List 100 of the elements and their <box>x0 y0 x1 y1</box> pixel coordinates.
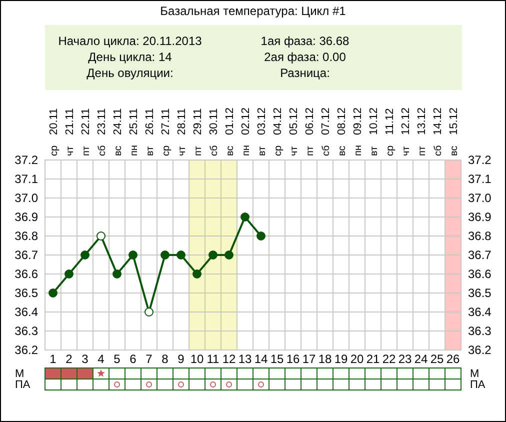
text: пт <box>417 146 428 156</box>
text: сб <box>433 145 444 156</box>
y2-tick-label: 37.0 <box>468 191 492 205</box>
point <box>128 250 138 260</box>
x-tick-label: 17 <box>302 352 316 366</box>
x-tick-label: 18 <box>318 352 332 366</box>
point <box>144 308 154 316</box>
text: пт <box>193 146 204 156</box>
x-tick-label: 23 <box>398 352 412 366</box>
x2-tick-label: 09.12 <box>352 107 364 135</box>
y2-tick-label: 36.2 <box>468 343 492 357</box>
category-label: ПА <box>470 379 486 391</box>
x-tick-label: 10 <box>190 352 204 366</box>
x2-tick-label: 02.12 <box>240 107 252 135</box>
x2-tick-label: 03.12 <box>256 107 268 135</box>
text: Начало цикла: 20.11.2013 <box>58 34 202 48</box>
point <box>64 270 74 278</box>
x2-tick-label: 30.11 <box>208 108 220 135</box>
text: чт <box>401 146 412 156</box>
x2-tick-label: 27.11 <box>160 108 172 135</box>
x2-tick-label: 01.12 <box>224 107 236 135</box>
text: ср <box>273 145 284 156</box>
x-tick-label: 15 <box>270 352 284 366</box>
y-tick-label: 36.5 <box>14 286 38 300</box>
text: чт <box>289 146 300 156</box>
text: ср <box>49 145 60 156</box>
text: сб <box>97 145 108 156</box>
x-tick-label: 20 <box>350 352 364 366</box>
x-tick-label: 21 <box>366 352 380 366</box>
text: чт <box>65 146 76 156</box>
x2-tick-label: 26.11 <box>144 108 156 135</box>
x2-tick-label: 05.12 <box>288 107 300 135</box>
y-tick-label: 37.0 <box>14 191 38 205</box>
text: 2ая фаза: 0.00 <box>264 50 346 64</box>
x-tick-label: 22 <box>382 352 396 366</box>
y-tick-label: 36.2 <box>14 343 38 357</box>
text: День цикла: 14 <box>88 50 172 64</box>
x2-tick-label: 04.12 <box>272 107 284 135</box>
y2-tick-label: 37.2 <box>468 153 492 167</box>
point <box>256 232 266 240</box>
y-tick-label: 36.7 <box>14 248 38 262</box>
y2-tick-label: 37.1 <box>468 172 492 186</box>
point <box>48 288 58 298</box>
x-tick-label: 4 <box>98 352 105 366</box>
x-tick-label: 12 <box>222 352 236 366</box>
text: пн <box>353 145 364 156</box>
y-tick-label: 37.1 <box>14 172 38 186</box>
text: пт <box>305 146 316 156</box>
y2-tick-label: 36.3 <box>468 324 492 338</box>
x2-tick-label: 25.11 <box>128 108 140 135</box>
x-tick-label: 16 <box>286 352 300 366</box>
point <box>208 250 218 260</box>
point <box>160 250 170 260</box>
text: ср <box>385 145 396 156</box>
text: вт <box>369 146 380 156</box>
x2-tick-label: 24.11 <box>112 108 124 135</box>
x2-tick-label: 13.12 <box>416 107 428 135</box>
x-tick-label: 8 <box>162 352 169 366</box>
text: вт <box>257 146 268 156</box>
y-tick-label: 36.3 <box>14 324 38 338</box>
point <box>96 232 106 240</box>
category-label: ПА <box>15 379 30 391</box>
x2-tick-label: 11.12 <box>384 108 396 135</box>
text: День овуляции: <box>86 66 174 80</box>
x-tick-label: 11 <box>206 352 220 366</box>
x-tick-label: 5 <box>114 352 121 366</box>
x-tick-label: 2 <box>66 352 73 366</box>
x2-tick-label: 21.11 <box>64 108 76 135</box>
x-tick-label: 24 <box>414 352 428 366</box>
x-tick-label: 6 <box>130 352 137 366</box>
text: пн <box>241 145 252 156</box>
x-tick-label: 1 <box>50 352 57 366</box>
x2-tick-label: 10.12 <box>368 107 380 135</box>
text: ср <box>161 145 172 156</box>
point <box>192 270 202 278</box>
x2-tick-label: 15.12 <box>448 107 460 135</box>
category-label: М <box>470 368 480 380</box>
y2-tick-label: 36.8 <box>468 229 492 243</box>
text: сб <box>321 145 332 156</box>
point <box>176 250 186 260</box>
x2-tick-label: 12.12 <box>400 107 412 135</box>
y2-tick-label: 36.9 <box>468 210 492 224</box>
category-label: М <box>15 368 24 380</box>
x-tick-label: 9 <box>178 352 185 366</box>
x-tick-label: 19 <box>334 352 348 366</box>
x-tick-label: 25 <box>430 352 444 366</box>
point <box>240 212 250 222</box>
x-tick-label: 14 <box>254 352 268 366</box>
text: 1ая фаза: 36.68 <box>260 34 350 48</box>
chart-title: Базальная температура: Цикл #1 <box>160 4 346 18</box>
text: вт <box>145 146 156 156</box>
y-tick-label: 37.2 <box>14 153 38 167</box>
x2-tick-label: 28.11 <box>176 108 188 135</box>
x2-tick-label: 20.11 <box>48 108 60 135</box>
x2-tick-label: 07.12 <box>320 107 332 135</box>
text: вс <box>449 146 460 156</box>
x-tick-label: 7 <box>146 352 153 366</box>
text: вс <box>113 146 124 156</box>
x2-tick-label: 29.11 <box>192 108 204 135</box>
y2-tick-label: 36.7 <box>468 248 492 262</box>
